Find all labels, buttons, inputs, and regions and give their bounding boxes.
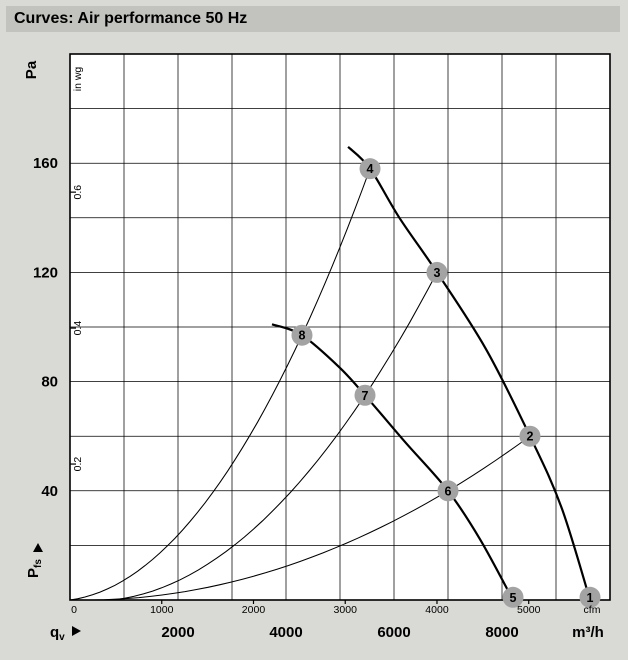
- y-axis-unit-inwg: in wg: [72, 67, 84, 92]
- system-curve-2: [70, 272, 438, 601]
- operating-point-2: 2: [519, 425, 541, 447]
- operating-point-number: 7: [362, 389, 369, 403]
- x-axis-unit-m3h: m³/h: [572, 624, 604, 641]
- x-axis-name: qv: [50, 624, 65, 643]
- x-axis-tick-cfm: 0: [71, 604, 77, 616]
- operating-point-number: 5: [510, 591, 517, 605]
- system-curve-1: [69, 168, 371, 601]
- y-axis-tick-inwg: 0.4: [72, 321, 84, 336]
- x-axis-tick-cfm: 2000: [242, 604, 266, 616]
- operating-point-circle: [359, 158, 381, 180]
- y-axis-name: Pfs: [25, 559, 44, 578]
- operating-point-circle: [354, 384, 376, 406]
- y-axis-tick-pa: 160: [33, 155, 58, 172]
- operating-point-8: 8: [291, 324, 313, 346]
- operating-point-number: 4: [367, 162, 374, 176]
- y-axis-unit-pa: Pa: [23, 60, 40, 79]
- operating-point-number: 1: [587, 591, 594, 605]
- plot-border: [69, 53, 611, 601]
- operating-point-1: 1: [579, 586, 601, 608]
- right-arrow-icon: [72, 626, 81, 636]
- operating-point-number: 6: [445, 484, 452, 498]
- operating-point-number: 3: [434, 266, 441, 280]
- fan-curve-upper-speed: [347, 145, 592, 601]
- x-axis-tick-m3h: 8000: [485, 624, 518, 641]
- x-axis-tick-cfm: 4000: [425, 604, 449, 616]
- x-axis-tick-m3h: 6000: [377, 624, 410, 641]
- operating-point-4: 4: [359, 158, 381, 180]
- chart-title-bar: Curves: Air performance 50 Hz: [6, 6, 620, 32]
- x-axis-tick-m3h: 2000: [161, 624, 194, 641]
- operating-point-circle: [579, 586, 601, 608]
- up-arrow-icon: [33, 543, 43, 552]
- x-axis-unit-cfm: cfm: [584, 604, 601, 616]
- x-axis-tick-cfm: 1000: [150, 604, 174, 616]
- grid: [70, 54, 610, 600]
- operating-point-circle: [502, 586, 524, 608]
- operating-point-circle: [426, 261, 448, 283]
- operating-point-number: 2: [526, 430, 533, 444]
- y-axis-tick-pa: 80: [41, 374, 58, 391]
- operating-point-circle: [519, 425, 541, 447]
- operating-point-3: 3: [426, 261, 448, 283]
- operating-point-5: 5: [502, 586, 524, 608]
- x-axis-tick-cfm: 3000: [334, 604, 358, 616]
- operating-point-circle: [437, 480, 459, 502]
- x-axis-tick-cfm: 5000: [517, 604, 541, 616]
- y-axis-tick-inwg: 0.6: [72, 185, 84, 200]
- y-axis-tick-pa: 120: [33, 264, 58, 281]
- y-axis-tick-inwg: 0.2: [72, 457, 84, 472]
- operating-point-circle: [291, 324, 313, 346]
- operating-point-number: 8: [299, 329, 306, 343]
- y-axis-tick-pa: 40: [41, 483, 58, 500]
- chart-title: Curves: Air performance 50 Hz: [14, 10, 248, 27]
- operating-point-6: 6: [437, 480, 459, 502]
- operating-point-7: 7: [354, 384, 376, 406]
- x-axis-tick-m3h: 4000: [269, 624, 302, 641]
